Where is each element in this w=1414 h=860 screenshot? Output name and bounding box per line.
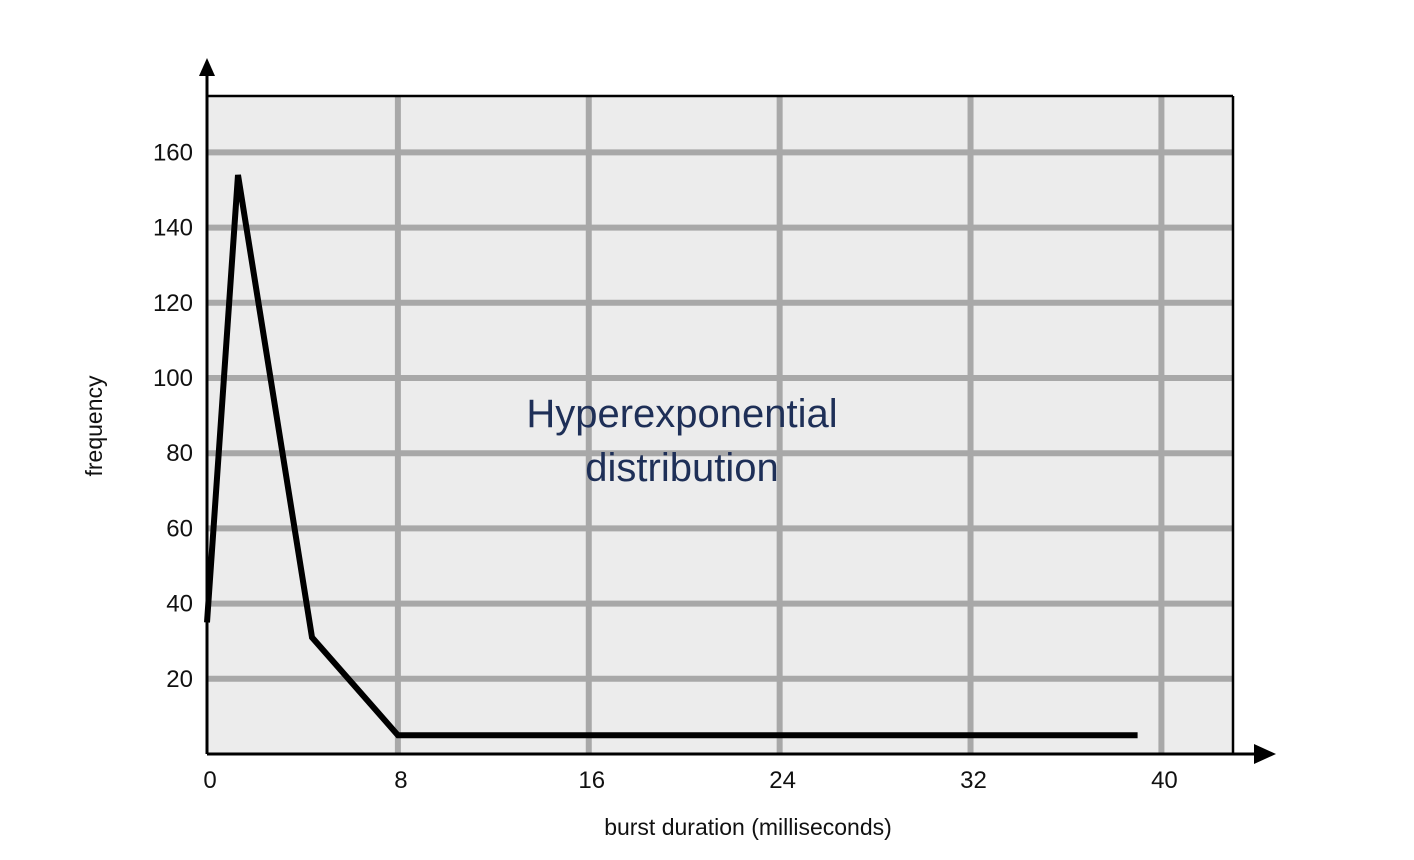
annotation-line-1: Hyperexponential <box>526 392 837 436</box>
y-tick-label: 140 <box>153 215 193 242</box>
axes <box>199 58 1276 764</box>
grid <box>207 96 1233 754</box>
series <box>204 174 1138 739</box>
series-line <box>204 174 1138 739</box>
y-tick-label: 100 <box>153 365 193 392</box>
x-tick-label: 16 <box>578 767 605 794</box>
y-axis-arrowhead <box>199 58 215 76</box>
x-axis-title: burst duration (milliseconds) <box>604 814 892 840</box>
x-tick-label: 24 <box>769 767 796 794</box>
y-tick-label: 160 <box>153 139 193 166</box>
x-tick-label: 32 <box>960 767 987 794</box>
plot-area <box>207 96 1233 754</box>
y-tick-label: 20 <box>166 666 193 693</box>
x-axis-arrowhead <box>1254 744 1276 764</box>
y-tick-label: 120 <box>153 290 193 317</box>
tick-labels: 0 8 16 24 32 40 20 40 60 80 100 120 140 160 <box>153 139 1178 794</box>
y-tick-label: 40 <box>166 591 193 618</box>
y-axis-title: frequency <box>81 375 107 477</box>
y-tick-label: 80 <box>166 440 193 467</box>
annotation-line-2: distribution <box>585 446 778 490</box>
y-tick-label: 60 <box>166 515 193 542</box>
x-tick-label: 0 <box>203 767 216 794</box>
x-tick-label: 8 <box>394 767 407 794</box>
x-tick-label: 40 <box>1151 767 1178 794</box>
